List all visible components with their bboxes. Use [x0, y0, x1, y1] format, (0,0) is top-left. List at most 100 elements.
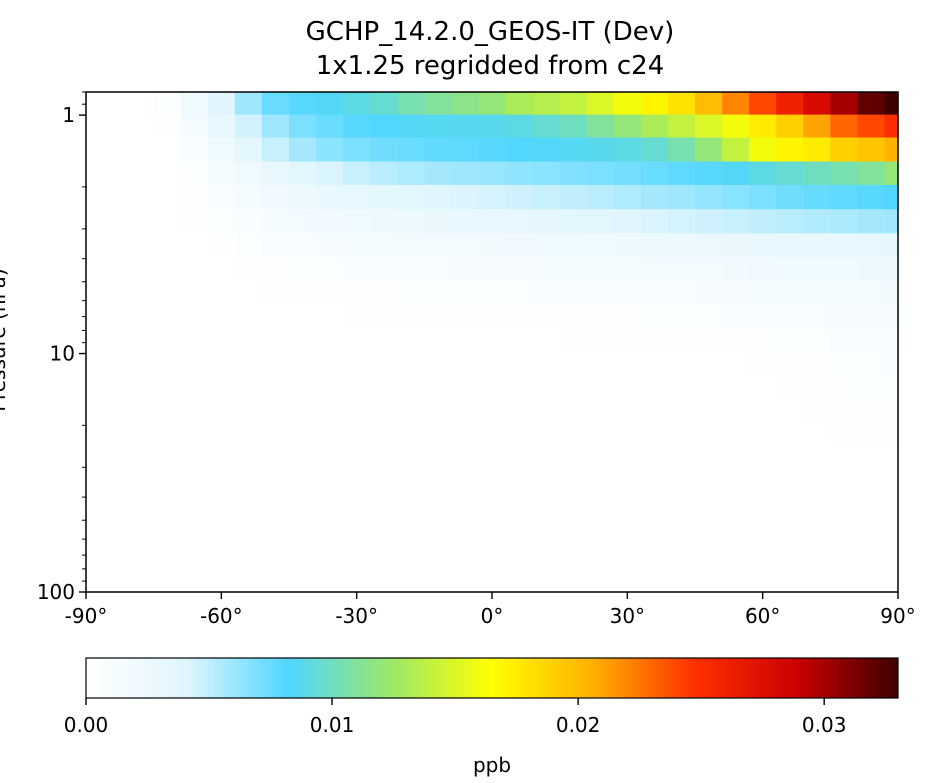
- heatmap-cell: [505, 161, 534, 186]
- heatmap-cell: [667, 304, 696, 329]
- heatmap-cell: [749, 114, 777, 139]
- heatmap-cell: [234, 233, 263, 258]
- heatmap-cell: [857, 92, 886, 116]
- heatmap-cell: [803, 137, 831, 163]
- heatmap-cell: [776, 304, 804, 329]
- heatmap-cell: [803, 233, 831, 258]
- heatmap-cell: [370, 233, 398, 258]
- heatmap-cell: [884, 114, 899, 139]
- heatmap-cell: [532, 280, 561, 305]
- heatmap-cell: [316, 209, 344, 234]
- heatmap-cell: [478, 304, 507, 329]
- heatmap-cell: [884, 400, 899, 424]
- y-axis: 1 10 100: [37, 91, 86, 604]
- heatmap-cell: [586, 328, 615, 353]
- heatmap-cell: [559, 280, 588, 305]
- y-axis-label: Pressure (hPa): [0, 268, 10, 411]
- heatmap-cell: [532, 209, 561, 234]
- heatmap-cell: [532, 114, 561, 139]
- heatmap-cell: [478, 137, 507, 163]
- heatmap-cell: [586, 280, 615, 305]
- heatmap-cell: [207, 114, 236, 139]
- heatmap-cell: [532, 304, 561, 329]
- heatmap-cell: [830, 280, 858, 305]
- heatmap-cell: [478, 328, 507, 353]
- heatmap-cell: [830, 92, 858, 116]
- colorbar: [85, 657, 899, 699]
- colorbar-tick-label: 0.01: [310, 713, 355, 737]
- heatmap-cell: [803, 375, 831, 401]
- heatmap-cell: [343, 233, 371, 258]
- heatmap-cell: [776, 233, 804, 258]
- heatmap-cell: [884, 375, 899, 401]
- heatmap-cell: [532, 233, 561, 258]
- heatmap-cell: [370, 184, 398, 210]
- heatmap-cell: [180, 137, 209, 163]
- heatmap: [153, 92, 899, 448]
- heatmap-cell: [613, 209, 642, 234]
- heatmap-cell: [153, 137, 182, 163]
- x-axis: -90° -60° -30° 0° 30° 60° 90°: [65, 592, 916, 628]
- heatmap-cell: [289, 209, 317, 234]
- chart-subtitle: 1x1.25 regridded from c24: [316, 51, 665, 81]
- heatmap-cell: [857, 233, 886, 258]
- heatmap-cell: [613, 351, 642, 377]
- heatmap-cell: [613, 92, 642, 116]
- heatmap-cell: [722, 351, 750, 377]
- heatmap-cell: [667, 256, 696, 281]
- x-tick-label: -30°: [335, 604, 378, 628]
- heatmap-cell: [667, 209, 696, 234]
- heatmap-cell: [613, 280, 642, 305]
- heatmap-cell: [803, 114, 831, 139]
- heatmap-cell: [830, 423, 858, 448]
- heatmap-cell: [559, 114, 588, 139]
- heatmap-cell: [640, 351, 669, 377]
- heatmap-cell: [695, 209, 723, 234]
- heatmap-cell: [343, 114, 371, 139]
- heatmap-cell: [370, 137, 398, 163]
- heatmap-cell: [695, 304, 723, 329]
- heatmap-cell: [857, 375, 886, 401]
- heatmap-cell: [667, 137, 696, 163]
- heatmap-cell: [586, 209, 615, 234]
- heatmap-cell: [613, 256, 642, 281]
- heatmap-cell: [370, 92, 398, 116]
- heatmap-cell: [884, 92, 899, 116]
- heatmap-cell: [884, 184, 899, 210]
- heatmap-cell: [776, 92, 804, 116]
- heatmap-cell: [370, 280, 398, 305]
- heatmap-cell: [722, 209, 750, 234]
- heatmap-cell: [586, 351, 615, 377]
- heatmap-cell: [884, 328, 899, 353]
- heatmap-cell: [830, 184, 858, 210]
- heatmap-cell: [234, 161, 263, 186]
- heatmap-cell: [803, 423, 831, 448]
- heatmap-cell: [451, 328, 480, 353]
- heatmap-cell: [559, 351, 588, 377]
- heatmap-cell: [207, 209, 236, 234]
- heatmap-cell: [316, 184, 344, 210]
- heatmap-cell: [695, 114, 723, 139]
- heatmap-cell: [559, 233, 588, 258]
- heatmap-cell: [586, 184, 615, 210]
- heatmap-cell: [776, 161, 804, 186]
- heatmap-cell: [451, 209, 480, 234]
- heatmap-cell: [722, 137, 750, 163]
- heatmap-cell: [640, 92, 669, 116]
- heatmap-cell: [884, 351, 899, 377]
- heatmap-cell: [316, 161, 344, 186]
- heatmap-cell: [559, 137, 588, 163]
- heatmap-cell: [424, 256, 452, 281]
- heatmap-cell: [478, 92, 507, 116]
- heatmap-cell: [370, 209, 398, 234]
- heatmap-cell: [424, 209, 452, 234]
- heatmap-cell: [180, 233, 209, 258]
- heatmap-cell: [505, 137, 534, 163]
- heatmap-cell: [667, 280, 696, 305]
- heatmap-cell: [640, 256, 669, 281]
- heatmap-cell: [207, 137, 236, 163]
- heatmap-cell: [478, 280, 507, 305]
- heatmap-cell: [776, 280, 804, 305]
- heatmap-cell: [586, 92, 615, 116]
- heatmap-cell: [343, 137, 371, 163]
